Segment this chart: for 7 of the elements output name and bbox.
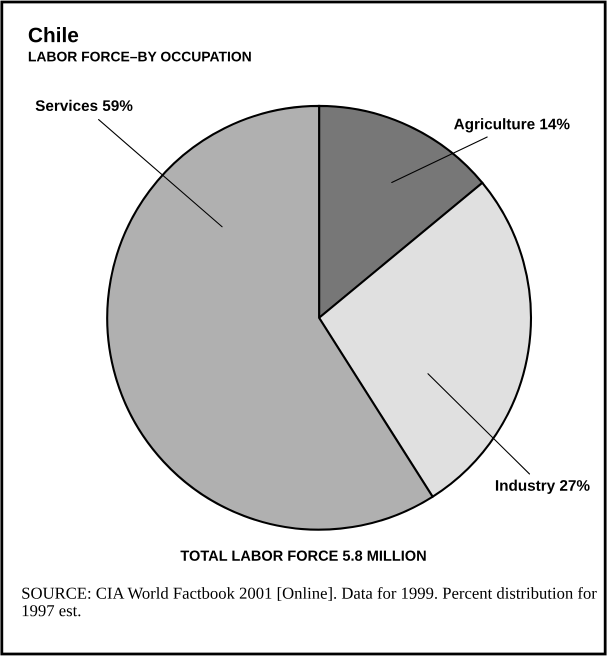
chart-title: Chile — [28, 27, 78, 42]
text: TOTAL LABOR FORCE 5.8 MILLION — [180, 550, 426, 561]
slice-label: Industry 27% — [496, 480, 590, 494]
slice-label: Agriculture 14% — [454, 118, 570, 132]
chart-subtitle: LABOR FORCE–BY OCCUPATION — [28, 52, 251, 62]
slice-label: Services 59% — [36, 100, 132, 112]
source-note: SOURCE: CIA World Factbook 2001 [Online]. Data for 1999. Percent distribution for 1997 est. — [22, 586, 597, 616]
